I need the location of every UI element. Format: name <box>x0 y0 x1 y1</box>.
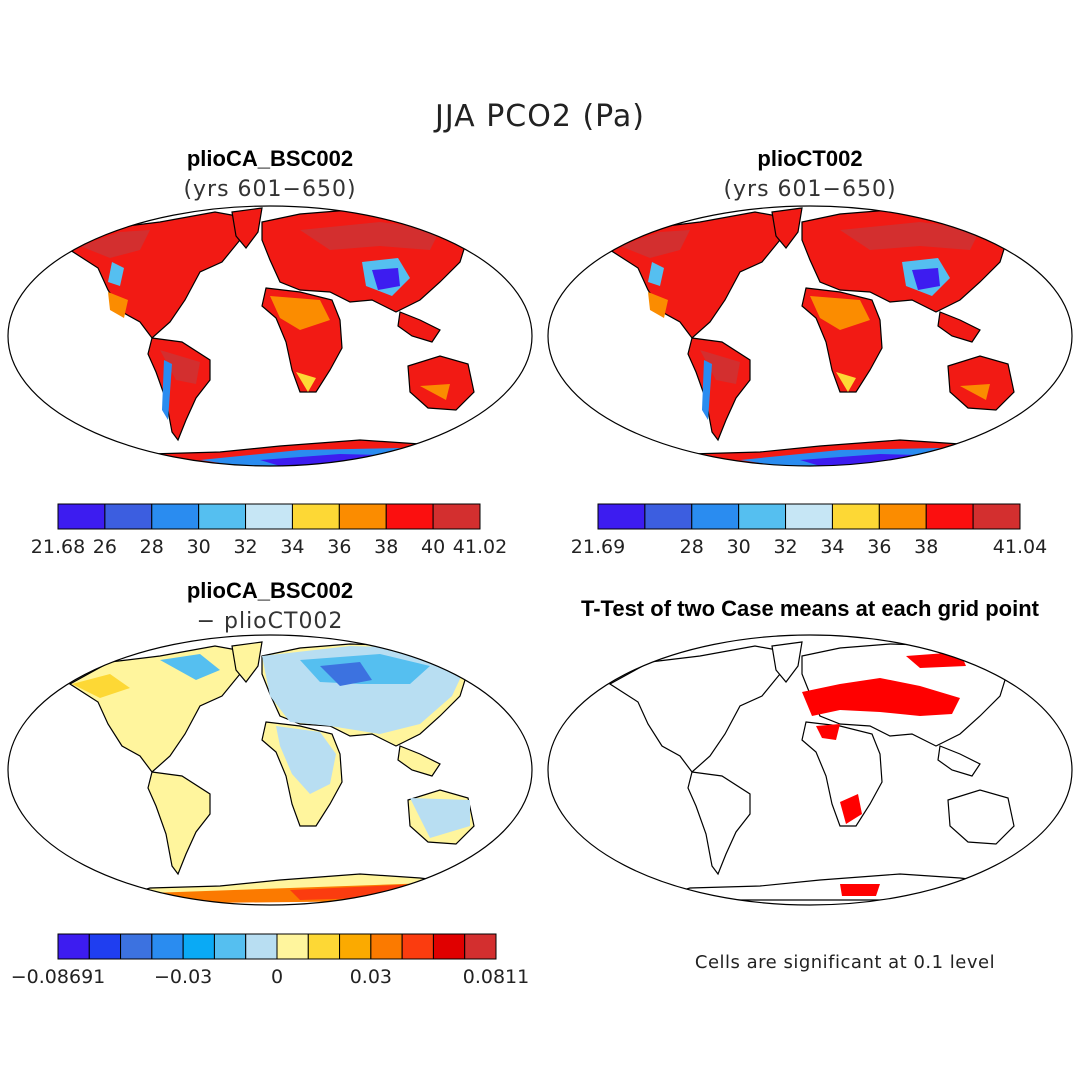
colorbar-swatch <box>338 503 387 530</box>
panel-b-subtitle: (yrs 601−650) <box>723 177 896 202</box>
panel-d-note: Cells are significant at 0.1 level <box>695 952 995 973</box>
colorbar-swatch <box>432 933 466 960</box>
panel-c-map <box>70 642 480 904</box>
panel-a-map <box>70 208 480 466</box>
colorbar-tick-label: 0 <box>271 966 283 988</box>
colorbar-tick-label: 41.02 <box>453 536 507 558</box>
colorbar-tick-label: 36 <box>867 536 891 558</box>
colorbar-tick-label: 0.0811 <box>463 966 529 988</box>
colorbar-swatch <box>972 503 1021 530</box>
colorbar-swatch <box>245 503 293 530</box>
colorbar-swatch <box>291 503 340 530</box>
colorbar-swatch <box>925 503 974 530</box>
colorbar-tick-label: 28 <box>680 536 704 558</box>
colorbar-tick-label: 28 <box>140 536 164 558</box>
panel-d-map <box>610 642 1020 902</box>
colorbar-swatch <box>691 503 740 530</box>
colorbar-tick-label: −0.08691 <box>11 966 106 988</box>
colorbar-swatch <box>182 933 215 960</box>
panel-d-title: T-Test of two Case means at each grid po… <box>581 596 1040 621</box>
panel-d-map-border <box>547 634 1073 906</box>
panel-a-colorbar: 21.68 26 28 30 32 34 36 38 40 41.02 <box>31 503 507 558</box>
colorbar-tick-label: 30 <box>187 536 211 558</box>
colorbar-swatch <box>597 503 646 530</box>
panel-c-title: plioCA_BSC002 <box>187 578 353 603</box>
panel-b-map <box>610 208 1020 466</box>
colorbar-swatch <box>245 933 278 960</box>
colorbar-tick-label: 21.68 <box>31 536 85 558</box>
colorbar-swatch <box>213 933 247 960</box>
colorbar-swatch <box>370 933 403 960</box>
panel-c-map-border <box>7 634 533 906</box>
panel-a-title: plioCA_BSC002 <box>187 146 353 171</box>
colorbar-swatch <box>401 933 434 960</box>
panel-c-colorbar: −0.08691 −0.03 0 0.03 0.0811 <box>11 933 529 988</box>
colorbar-swatch <box>307 933 341 960</box>
colorbar-swatch <box>644 503 693 530</box>
figure-title: JJA PCO2 (Pa) <box>433 99 645 134</box>
colorbar-swatch <box>151 933 184 960</box>
colorbar-swatch <box>276 933 309 960</box>
colorbar-tick-label: 36 <box>327 536 351 558</box>
colorbar-swatch <box>464 933 497 960</box>
colorbar-tick-label: 26 <box>93 536 117 558</box>
colorbar-swatch <box>120 933 153 960</box>
panel-c-subtitle: − plioCT002 <box>197 609 344 634</box>
colorbar-swatch <box>57 933 90 960</box>
colorbar-swatch <box>878 503 927 530</box>
panel-a-land <box>70 208 480 466</box>
colorbar-swatch <box>88 933 122 960</box>
panel-a-map-border <box>7 205 533 467</box>
colorbar-tick-label: 32 <box>233 536 257 558</box>
colorbar-tick-label: 38 <box>374 536 398 558</box>
colorbar-tick-label: 0.03 <box>350 966 392 988</box>
colorbar-tick-label: 30 <box>727 536 751 558</box>
colorbar-tick-label: 21.69 <box>571 536 625 558</box>
panel-a-subtitle: (yrs 601−650) <box>183 177 356 202</box>
colorbar-tick-label: 34 <box>820 536 844 558</box>
colorbar-swatch <box>198 503 247 530</box>
colorbar-swatch <box>432 503 481 530</box>
colorbar-swatch <box>831 503 880 530</box>
colorbar-swatch <box>738 503 787 530</box>
colorbar-tick-label: −0.03 <box>154 966 212 988</box>
colorbar-swatch <box>785 503 833 530</box>
colorbar-tick-label: 41.04 <box>993 536 1047 558</box>
colorbar-swatch <box>339 933 372 960</box>
panel-b-title: plioCT002 <box>757 146 862 171</box>
colorbar-tick-label: 38 <box>914 536 938 558</box>
colorbar-tick-label: 40 <box>421 536 445 558</box>
colorbar-swatch <box>385 503 434 530</box>
colorbar-tick-label: 34 <box>280 536 304 558</box>
panel-b-map-border <box>547 205 1073 467</box>
colorbar-tick-label: 32 <box>773 536 797 558</box>
colorbar-swatch <box>104 503 153 530</box>
panel-b-colorbar: 21.69 28 30 32 34 36 38 41.04 <box>571 503 1047 558</box>
colorbar-swatch <box>151 503 200 530</box>
colorbar-swatch <box>57 503 106 530</box>
